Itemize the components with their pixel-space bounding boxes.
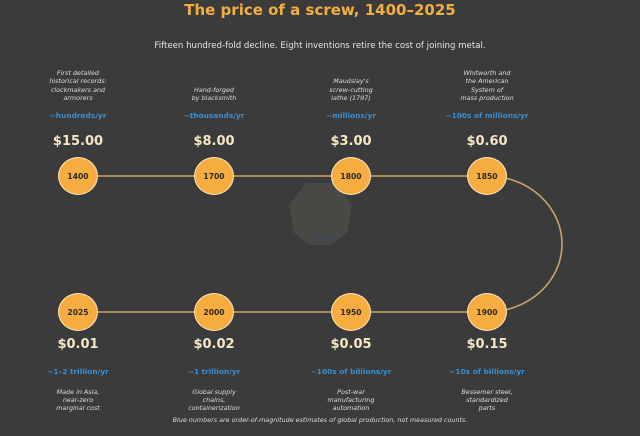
year-label: 1950 — [340, 307, 362, 317]
milestone-note: Bessemer steel, standardized parts — [461, 388, 513, 413]
year-marker: 1900 — [467, 293, 507, 331]
connector-curve — [486, 175, 563, 313]
price-label: $0.01 — [57, 337, 99, 352]
year-label: 2000 — [203, 307, 225, 317]
milestone-note: Made in Asia, near-zero marginal cost — [56, 388, 100, 413]
milestone-note: Post-war manufacturing automation — [327, 388, 375, 413]
year-marker: 1850 — [467, 157, 507, 195]
timeline-node: Made in Asia, near-zero marginal cost ~1–… — [18, 0, 138, 436]
year-label: 1850 — [476, 171, 498, 181]
production-estimate: ~millions/yr — [326, 111, 376, 120]
price-label: $0.15 — [466, 337, 508, 352]
year-label: 2025 — [67, 307, 89, 317]
year-marker: 2025 — [58, 293, 98, 331]
timeline-node: Post-war manufacturing automation ~100s o… — [291, 0, 411, 436]
year-label: 1800 — [340, 171, 362, 181]
milestone-note: Maudslay's screw-cutting lathe (1797) — [329, 77, 373, 102]
price-label: $0.05 — [330, 337, 372, 352]
year-marker: 2000 — [194, 293, 234, 331]
production-estimate: ~hundreds/yr — [49, 111, 107, 120]
price-label: $8.00 — [193, 134, 235, 149]
year-marker: 1400 — [58, 157, 98, 195]
production-estimate: ~thousands/yr — [183, 111, 245, 120]
year-label: 1700 — [203, 171, 225, 181]
timeline-node: Maudslay's screw-cutting lathe (1797) ~mi… — [291, 0, 411, 436]
price-label: $0.02 — [193, 337, 235, 352]
year-label: 1900 — [476, 307, 498, 317]
milestone-note: Global supply chains, containerization — [188, 388, 240, 413]
timeline-node: Global supply chains, containerization ~1… — [154, 0, 274, 436]
milestone-note: First detailed historical records: clock… — [49, 69, 107, 102]
price-label: $15.00 — [52, 134, 104, 149]
production-estimate: ~1–2 trillion/yr — [47, 367, 109, 376]
timeline-node: First detailed historical records: clock… — [18, 0, 138, 436]
year-marker: 1800 — [331, 157, 371, 195]
timeline-node: Whitworth and the American System of mas… — [427, 0, 547, 436]
year-marker: 1700 — [194, 157, 234, 195]
price-label: $0.60 — [466, 134, 508, 149]
page-title: The price of a screw, 1400–2025 — [184, 1, 456, 19]
timeline-node: Hand-forged by blacksmith ~thousands/yr $8… — [154, 0, 274, 436]
production-estimate: ~1 trillion/yr — [187, 367, 241, 376]
milestone-note: Hand-forged by blacksmith — [191, 85, 237, 102]
footnote: Blue numbers are order-of-magnitude esti… — [172, 416, 468, 424]
year-marker: 1950 — [331, 293, 371, 331]
price-label: $3.00 — [330, 134, 372, 149]
production-estimate: ~100s of millions/yr — [445, 111, 529, 120]
milestone-note: Whitworth and the American System of mas… — [460, 69, 514, 102]
production-estimate: ~10s of billions/yr — [449, 367, 525, 376]
production-estimate: ~100s of billions/yr — [310, 367, 392, 376]
screw-head-icon — [289, 183, 352, 245]
page-subtitle: Fifteen hundred-fold decline. Eight inve… — [154, 41, 486, 51]
year-label: 1400 — [67, 171, 89, 181]
timeline-node: Bessemer steel, standardized parts ~10s o… — [427, 0, 547, 436]
